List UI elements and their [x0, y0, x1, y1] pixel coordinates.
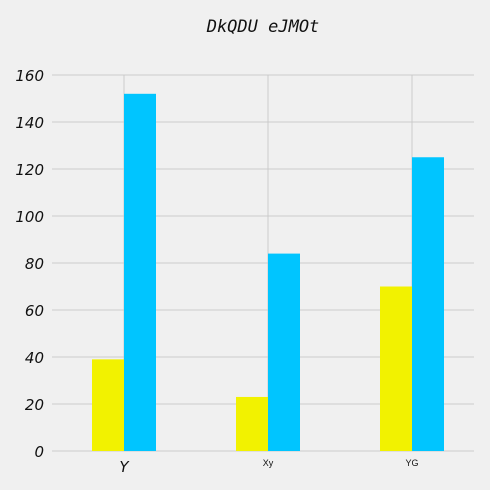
y-tick-label: 40 [25, 349, 44, 367]
bar [380, 286, 412, 451]
x-tick-label: YG [405, 458, 418, 468]
bar [92, 359, 124, 451]
y-tick-label: 80 [25, 255, 44, 273]
x-tick-label: Y [119, 458, 130, 476]
bar [268, 253, 300, 451]
y-tick-label: 140 [15, 114, 44, 132]
y-tick-label: 100 [15, 208, 44, 226]
x-tick-label: Xy [263, 458, 274, 468]
y-tick-label: 20 [25, 396, 44, 414]
bars [92, 93, 444, 452]
bar [412, 157, 444, 451]
y-tick-labels: 0 20 40 60 80 100 120 140 160 [15, 67, 44, 461]
bar [124, 93, 156, 452]
bar [236, 396, 268, 451]
y-tick-label: 160 [15, 67, 44, 85]
chart-title: DkQDU eJMOt [206, 17, 320, 37]
x-tick-labels: Y Xy YG [119, 458, 418, 476]
y-tick-label: 0 [34, 443, 44, 461]
y-tick-label: 60 [25, 302, 44, 320]
y-tick-label: 120 [15, 161, 44, 179]
